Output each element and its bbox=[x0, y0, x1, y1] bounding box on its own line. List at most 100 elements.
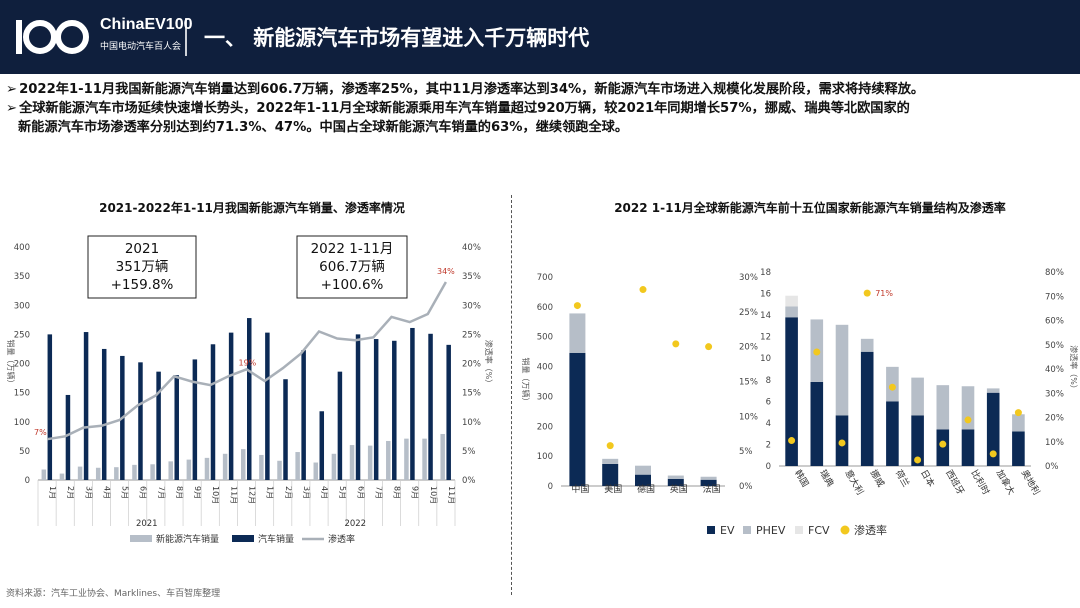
chart2-title: 2022 1-11月全球新能源汽车前十五位国家新能源汽车销量结构及渗透率 bbox=[614, 200, 1006, 215]
callout-2022-frame bbox=[296, 235, 408, 299]
x-tick-label: 5月 bbox=[121, 486, 130, 499]
right-y-tick-label: 10 bbox=[760, 354, 771, 364]
left-x-tick-label: 美国 bbox=[604, 483, 622, 495]
legend-swatch-total bbox=[232, 535, 254, 542]
nev-sales-bar bbox=[132, 464, 137, 480]
legend-swatch-phev bbox=[743, 526, 751, 534]
left-bar-ev bbox=[700, 479, 717, 486]
nev-sales-bar bbox=[114, 467, 119, 480]
y-axis-label: 销量（万辆） bbox=[6, 340, 16, 388]
bullet-1: ➢ 2022年1-11月我国新能源汽车销量达到606.7万辆，渗透率25%，其中1… bbox=[6, 80, 1076, 99]
x-tick-label: 7月 bbox=[374, 486, 383, 499]
right-x-tick-label: 意大利 bbox=[842, 468, 866, 497]
callout-2021: 2021 351万辆 +159.8% bbox=[87, 235, 197, 299]
right-bar-ev bbox=[911, 415, 924, 466]
right-x-tick-label: 挪威 bbox=[868, 468, 887, 490]
callout-2021-year: 2021 bbox=[125, 241, 159, 257]
nev-sales-bar bbox=[367, 445, 373, 480]
group-label-2021: 2021 bbox=[136, 519, 158, 529]
total-sales-bar bbox=[47, 334, 53, 480]
y-tick-label: 250 bbox=[14, 330, 30, 340]
legend-label-nev: 新能源汽车销量 bbox=[156, 533, 219, 545]
right-x-tick-label: 日本 bbox=[918, 468, 937, 490]
y2-axis-label: 渗透率（%） bbox=[484, 340, 494, 388]
total-sales-bar bbox=[228, 332, 234, 480]
total-sales-bar bbox=[355, 334, 361, 480]
legend-swatch-rate bbox=[840, 525, 850, 535]
nev-sales-bar bbox=[440, 433, 445, 480]
right-y2-tick-label: 50% bbox=[1045, 341, 1064, 351]
y2-tick-label: 15% bbox=[462, 389, 481, 399]
left-y-tick-label: 500 bbox=[537, 333, 553, 343]
right-rate-dot bbox=[939, 440, 947, 448]
total-sales-bar bbox=[410, 327, 415, 480]
left-y2-tick-label: 0% bbox=[739, 482, 753, 492]
total-sales-bar bbox=[265, 332, 270, 480]
x-tick-label: 8月 bbox=[175, 486, 184, 499]
right-x-tick-label: 西班牙 bbox=[943, 468, 967, 497]
right-bar-phev bbox=[936, 385, 950, 430]
bullet-arrow-icon: ➢ bbox=[6, 101, 18, 116]
x-tick-label: 4月 bbox=[102, 486, 111, 499]
source-note: 资料来源：汽车工业协会、Marklines、车百智库整理 bbox=[6, 589, 221, 599]
y2-tick-label: 35% bbox=[462, 272, 481, 282]
left-y-tick-label: 200 bbox=[537, 422, 553, 432]
callout-2022-sales: 606.7万辆 bbox=[319, 259, 385, 275]
y2-tick-label: 0% bbox=[462, 476, 476, 486]
callout-2021-frame bbox=[87, 235, 197, 299]
right-y-tick-label: 6 bbox=[766, 397, 771, 407]
right-bar-phev bbox=[1012, 414, 1025, 432]
right-y-tick-label: 4 bbox=[766, 419, 771, 429]
legend-label-total: 汽车销量 bbox=[258, 533, 294, 545]
right-y-tick-label: 2 bbox=[766, 440, 771, 450]
total-sales-bar bbox=[283, 379, 288, 480]
legend-swatch-fcv bbox=[795, 526, 803, 534]
y-tick-label: 400 bbox=[14, 243, 30, 253]
x-tick-label: 9月 bbox=[411, 486, 420, 499]
bullet-2-text: 全球新能源汽车市场延续快速增长势头，2022年1-11月全球新能源乘用车汽车销量… bbox=[19, 101, 910, 116]
right-rate-dot bbox=[964, 416, 972, 424]
right-bar-ev bbox=[1012, 431, 1025, 466]
brand-subtitle: 中国电动汽车百人会 bbox=[100, 42, 182, 52]
total-sales-bar bbox=[337, 371, 343, 480]
header-separator bbox=[185, 18, 187, 56]
right-x-tick-label: 韩国 bbox=[792, 468, 811, 490]
left-bar-phev bbox=[667, 475, 684, 479]
left-bar-phev bbox=[602, 458, 619, 464]
x-tick-label: 11月 bbox=[447, 486, 456, 504]
y-tick-label: 0 bbox=[25, 476, 30, 486]
page-title: 一、 新能源汽车市场有望进入千万辆时代 bbox=[204, 26, 590, 50]
y2-tick-label: 20% bbox=[462, 360, 481, 370]
nev-sales-bar bbox=[204, 457, 210, 480]
x-tick-label: 9月 bbox=[193, 486, 202, 499]
x-tick-label: 2月 bbox=[284, 486, 293, 499]
y-tick-label: 200 bbox=[14, 360, 30, 370]
penetration-line bbox=[46, 281, 447, 441]
chart1-legend: 新能源汽车销量 汽车销量 渗透率 bbox=[130, 533, 355, 545]
right-y-tick-label: 0 bbox=[766, 462, 771, 472]
right-bar-fcv bbox=[785, 295, 798, 307]
x-tick-label: 4月 bbox=[320, 486, 329, 499]
nev-sales-bar bbox=[241, 449, 246, 480]
bullet-1-text: 2022年1-11月我国新能源汽车销量达到606.7万辆，渗透率25%，其中11… bbox=[19, 82, 925, 97]
header-bar: ChinaEV100 中国电动汽车百人会 一、 新能源汽车市场有望进入千万辆时代 bbox=[0, 0, 1080, 74]
x-tick-label: 1月 bbox=[48, 486, 57, 499]
x-tick-label: 5月 bbox=[338, 486, 347, 499]
legend-label-rate: 渗透率 bbox=[328, 533, 355, 545]
nev-sales-bar bbox=[59, 473, 65, 480]
nev-sales-bar bbox=[77, 466, 83, 480]
y2-tick-label: 10% bbox=[462, 418, 481, 428]
left-y2-tick-label: 15% bbox=[739, 378, 758, 388]
x-tick-label: 10月 bbox=[429, 486, 438, 504]
right-bar-ev bbox=[961, 429, 975, 466]
right-x-tick-label: 加拿大 bbox=[994, 468, 1018, 497]
legend-label-fcv: FCV bbox=[808, 524, 830, 537]
left-x-tick-label: 德国 bbox=[637, 483, 655, 495]
y-tick-label: 100 bbox=[14, 418, 30, 428]
right-bar-ev bbox=[785, 317, 798, 466]
legend-swatch-nev bbox=[130, 535, 152, 542]
nev-sales-bar bbox=[313, 462, 319, 480]
left-y2-tick-label: 5% bbox=[739, 447, 753, 457]
chart2-legend: EV PHEV FCV 渗透率 bbox=[707, 523, 887, 537]
left-y2-tick-label: 10% bbox=[739, 412, 758, 422]
